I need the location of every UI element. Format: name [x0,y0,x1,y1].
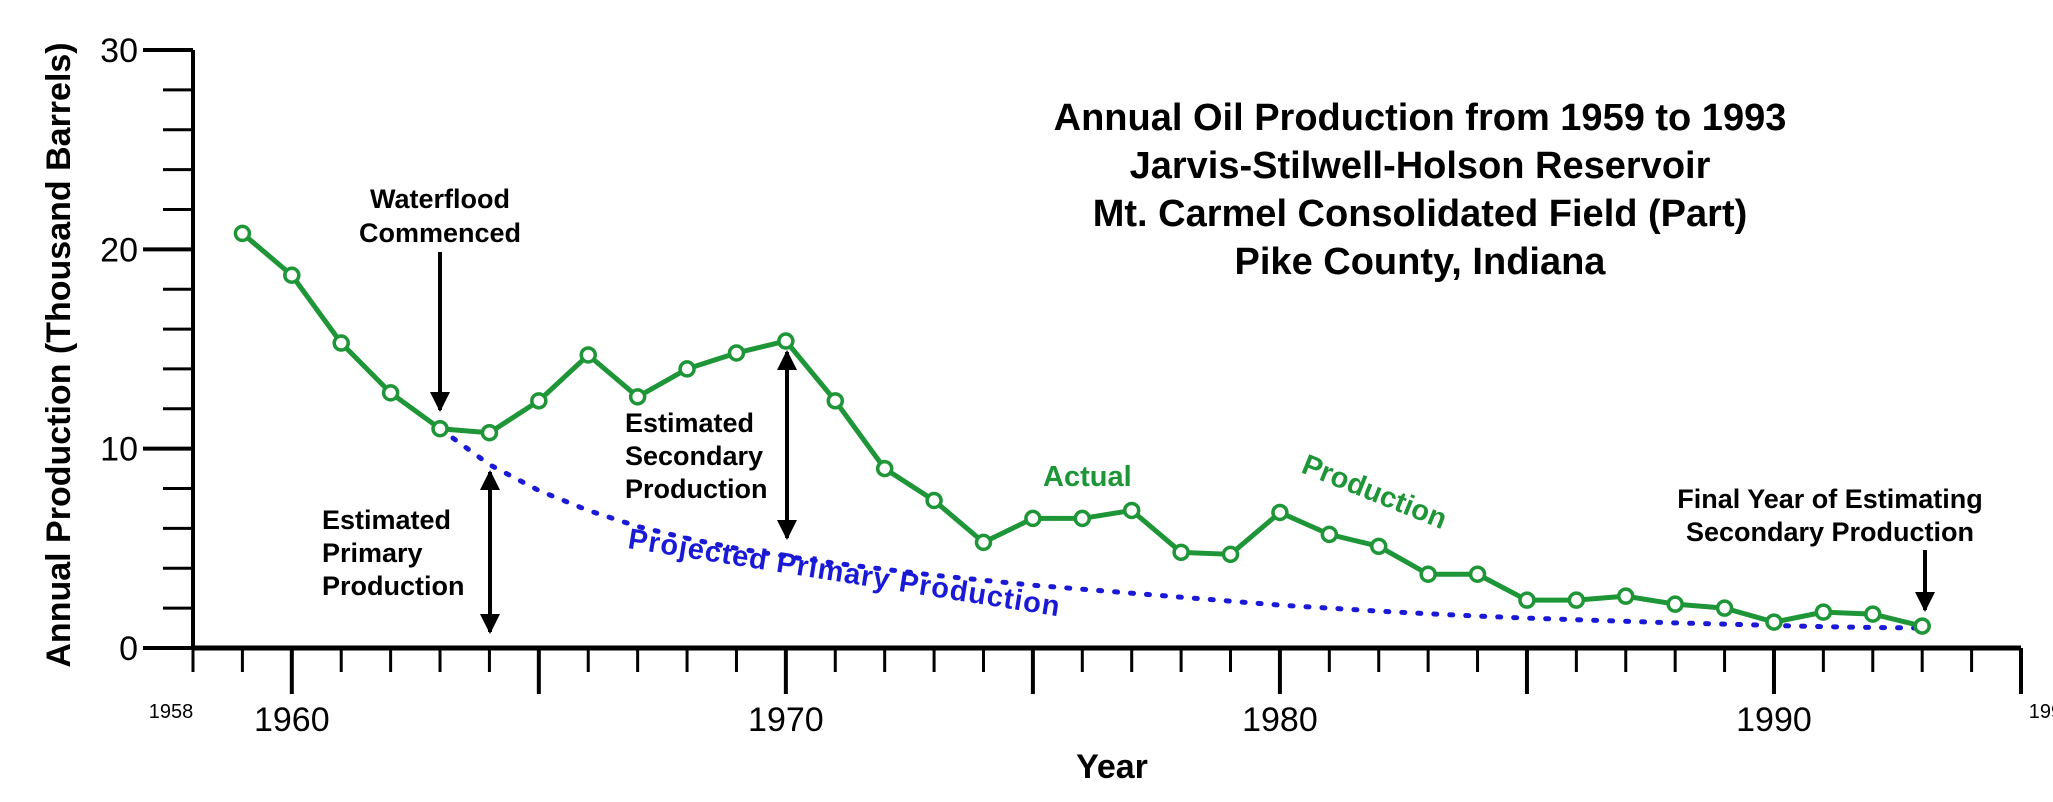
data-point [530,392,548,410]
series-label-actual: Actual [1043,461,1132,493]
annotation-primary-line-3: Production [322,571,465,601]
data-point [925,491,943,510]
data-point [332,334,350,352]
data-point [1814,603,1833,621]
data-point [283,266,301,284]
annotation-secondary-line-2: Secondary [625,441,763,471]
annotation-waterflood-line-2: Commenced [359,218,521,248]
data-point [628,388,647,406]
x-tick-label: 1958 [149,701,194,723]
annotation-waterflood-line-1: Waterflood [370,184,510,214]
y-tick-label: 10 [100,431,138,469]
annotation-final-line-1: Final Year of Estimating [1677,484,1983,514]
annotation-final-year: Final Year of Estimating Secondary Produ… [1677,484,1983,612]
data-point [875,459,894,478]
actual-production-markers [233,224,1931,635]
data-point [1518,591,1536,609]
data-point [431,419,449,438]
title-line-1: Annual Oil Production from 1959 to 1993 [1054,97,1787,139]
data-point [1024,509,1042,528]
title-line-3: Mt. Carmel Consolidated Field (Part) [1093,193,1748,235]
projected-primary-line [437,426,1925,631]
y-tick-label: 30 [100,32,138,70]
x-axis-title: Year [1076,748,1148,786]
data-point [826,392,845,410]
x-axis-ticks: 1958 1960 1970 1980 1990 1990 [149,648,2053,739]
data-point [480,423,499,442]
data-point [777,332,795,350]
data-point [1913,617,1931,635]
data-point [1369,537,1388,556]
title-line-4: Pike County, Indiana [1235,241,1607,283]
data-point [1617,587,1635,605]
x-tick-label: 1970 [748,701,824,739]
x-tick-label: 1980 [1242,701,1318,739]
data-point [1122,501,1141,520]
annotation-primary-line-1: Estimated [322,505,451,535]
x-tick-label: 1990 [1736,701,1812,739]
data-point [1567,591,1586,609]
series-label-production: Production [1297,449,1451,536]
data-point [1468,565,1487,583]
data-point [727,344,746,362]
annotation-secondary-line-3: Production [625,474,768,504]
annotation-primary-line-2: Primary [322,538,423,568]
data-point [1172,543,1190,562]
data-point [1221,545,1240,564]
data-point [1073,509,1092,528]
x-tick-label: 1960 [254,701,330,739]
data-point [678,360,696,378]
title-line-2: Jarvis-Stilwell-Holson Reservoir [1130,145,1711,187]
x-tick-label: 1990 [2029,701,2053,723]
y-tick-label: 0 [119,630,138,668]
data-point [1419,565,1437,583]
data-point [579,346,597,364]
data-point [1271,503,1289,522]
data-point [381,384,400,402]
data-point [1320,525,1339,544]
data-point [233,224,252,243]
data-point [1864,605,1882,623]
data-point [974,533,993,552]
y-tick-label: 20 [100,231,138,269]
chart-title: Annual Oil Production from 1959 to 1993 … [1054,97,1787,283]
annotation-final-line-2: Secondary Production [1686,517,1974,547]
data-point [1715,599,1734,617]
annotation-secondary-line-1: Estimated [625,408,754,438]
data-point [1765,613,1783,631]
data-point [1666,595,1684,613]
annotation-waterflood: Waterflood Commenced [359,184,521,412]
annotation-estimated-primary: Estimated Primary Production [322,470,500,634]
annotation-estimated-secondary: Estimated Secondary Production [625,350,797,540]
y-axis-ticks: 0 10 20 30 [100,32,193,668]
y-axis-title: Annual Production (Thousand Barrels) [40,42,78,667]
